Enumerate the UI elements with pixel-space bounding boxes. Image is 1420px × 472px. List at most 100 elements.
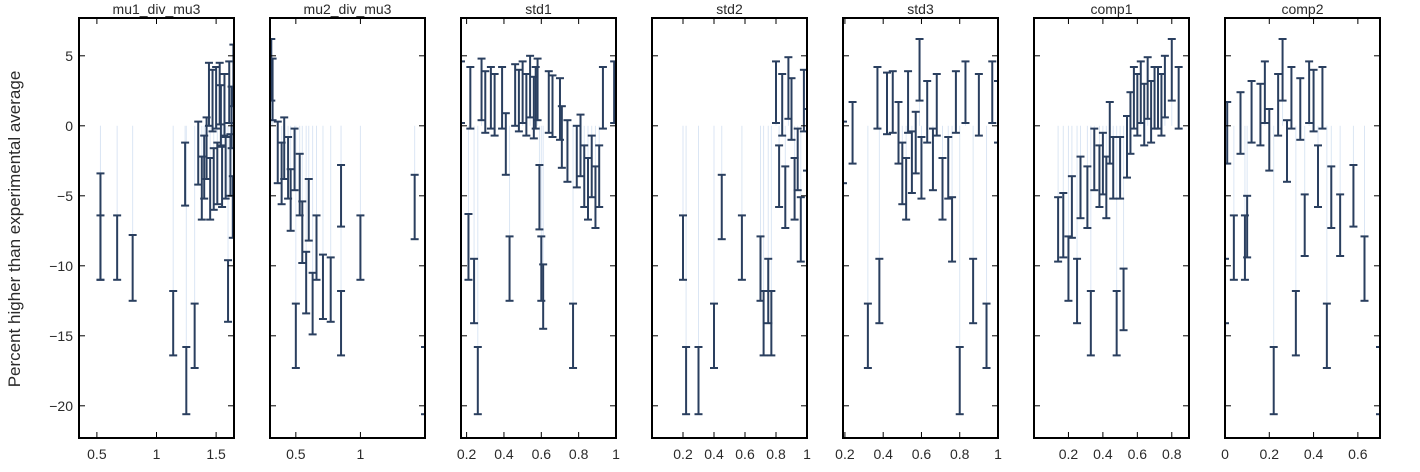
subplot-title: mu2_div_mu3 (304, 1, 392, 17)
error-bar (501, 112, 510, 176)
error-bar (526, 54, 535, 119)
error-bar (982, 302, 991, 369)
error-bar (1059, 192, 1068, 259)
error-bar (182, 346, 191, 416)
error-bar (290, 127, 299, 192)
error-bar (522, 73, 531, 137)
error-bar (1291, 290, 1300, 357)
error-bar (228, 175, 234, 239)
error-bar (1278, 38, 1287, 102)
error-bar (302, 250, 311, 315)
error-bar (1360, 235, 1369, 302)
error-bar (1064, 235, 1073, 302)
error-bar (1327, 165, 1336, 229)
x-tick-label: 0.2 (673, 446, 693, 462)
error-bar (948, 196, 957, 263)
x-tick-label: 0.8 (569, 446, 589, 462)
x-tick-label: 0.2 (1260, 446, 1280, 462)
x-tick-label: 0.4 (704, 446, 724, 462)
error-bar (481, 70, 490, 134)
error-bar (356, 214, 365, 281)
error-bar (1229, 214, 1238, 281)
error-bar (1067, 175, 1076, 239)
x-tick-label: 0.4 (494, 446, 514, 462)
error-bar (598, 66, 607, 130)
subplot-title: mu1_div_mu3 (113, 1, 201, 17)
error-bar (775, 144, 784, 208)
error-bar (888, 70, 897, 134)
error-bar (563, 119, 572, 183)
plot-frame (651, 17, 808, 439)
error-bar (1309, 68, 1318, 133)
error-bar (215, 61, 224, 126)
x-tick-label: 0.6 (735, 446, 755, 462)
error-bar (224, 259, 233, 323)
error-bar (1274, 73, 1283, 137)
error-bar (974, 73, 983, 137)
y-tick-label: 5 (65, 48, 73, 64)
error-bar (1225, 101, 1232, 165)
subplot-mu1_div_mu3: mu1_div_mu3 5 0 −5 −10 −15 −20 0.5 1 1.5 (49, 1, 235, 462)
plot-frame (269, 17, 426, 439)
error-bar (498, 66, 507, 130)
error-bar (1054, 196, 1063, 263)
error-bar (1265, 108, 1274, 172)
error-bar (848, 101, 857, 165)
subplot-std3: std3 0.2 0.4 0.6 0.8 1 (835, 1, 1002, 462)
error-bar (477, 57, 486, 122)
error-bar (610, 60, 616, 124)
error-bar (796, 196, 805, 263)
error-bar (544, 70, 553, 134)
error-bar (1116, 136, 1125, 200)
error-bar (694, 346, 703, 416)
error-bar (682, 346, 691, 416)
subplot-title: std1 (525, 1, 552, 17)
x-tick-label: 1 (357, 446, 365, 462)
error-bar (337, 290, 346, 357)
error-bar (221, 136, 230, 200)
error-bar (938, 157, 947, 221)
error-bar (535, 164, 544, 231)
x-tick-label: 0.5 (87, 446, 107, 462)
subplot-title: std3 (907, 1, 934, 17)
error-bar (410, 173, 419, 241)
error-bar (932, 73, 941, 137)
error-bar (911, 110, 920, 175)
error-bar (1349, 164, 1358, 228)
error-bar (988, 60, 997, 124)
error-bar (466, 66, 475, 130)
plot-area (679, 56, 807, 416)
error-bar (1174, 66, 1183, 130)
error-bar (1376, 346, 1380, 416)
error-bar (1236, 91, 1245, 155)
x-tick-label: 0.8 (1162, 446, 1182, 462)
error-bar (873, 66, 882, 130)
x-tick-label: 0.2 (835, 446, 855, 462)
error-bar (793, 127, 802, 192)
error-bar (1283, 119, 1291, 183)
plot-area (96, 43, 234, 416)
error-bar (421, 346, 425, 416)
error-bar (898, 141, 907, 206)
error-bar (464, 213, 473, 281)
error-bar (894, 101, 903, 165)
error-bar (548, 74, 557, 138)
error-bar (928, 127, 937, 192)
error-bar (190, 302, 199, 369)
plot-area (270, 38, 425, 416)
x-tick-label: 0.4 (1304, 446, 1324, 462)
error-bar (514, 68, 523, 133)
error-bar (113, 214, 122, 281)
x-tick-label: 1.5 (206, 446, 226, 462)
x-tick-label: 1 (612, 446, 620, 462)
error-bar (1318, 66, 1327, 130)
error-bar (767, 290, 776, 357)
error-bar (772, 60, 780, 124)
error-bar (1305, 60, 1314, 124)
error-bar (904, 70, 913, 134)
error-bar (337, 164, 346, 228)
error-bar (312, 214, 321, 281)
x-tick-label: 0.4 (1093, 446, 1113, 462)
y-tick-label: −20 (49, 398, 73, 414)
error-bar (304, 178, 313, 242)
